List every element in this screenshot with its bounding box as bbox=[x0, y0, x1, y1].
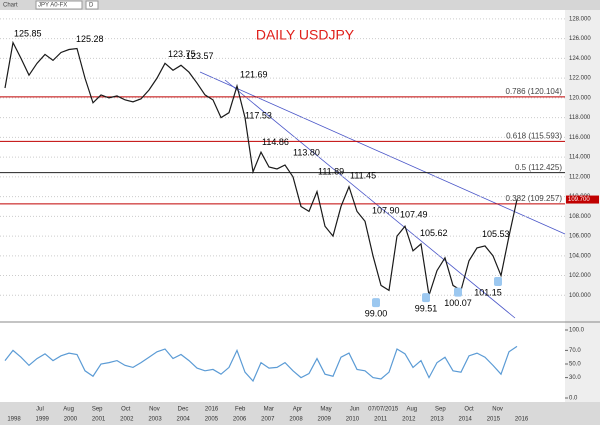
y-tick-label: 116.000 bbox=[569, 135, 591, 141]
symbol: JPY A0-FX bbox=[38, 3, 67, 9]
y-tick-label: 100.000 bbox=[569, 293, 591, 299]
trend-line bbox=[224, 79, 516, 319]
year-label: 2011 bbox=[374, 417, 388, 423]
year-label: 2013 bbox=[430, 417, 444, 423]
year-label: 2007 bbox=[261, 417, 275, 423]
low-marker bbox=[422, 293, 430, 303]
y-tick-label: 128.000 bbox=[569, 16, 591, 22]
year-label: 1999 bbox=[36, 417, 50, 423]
peak-label: 123.57 bbox=[186, 51, 214, 61]
toolbar bbox=[0, 0, 600, 10]
month-label: Aug bbox=[63, 407, 74, 413]
y-tick-label: 70.0 bbox=[569, 348, 581, 354]
month-label: Jun bbox=[350, 407, 360, 413]
symbol-field[interactable] bbox=[35, 0, 83, 10]
month-label: Sep bbox=[435, 407, 446, 413]
year-label: 2000 bbox=[64, 417, 78, 423]
time-axis bbox=[0, 402, 600, 425]
trough-label: 99.51 bbox=[415, 304, 438, 314]
y-tick-label: 30.0 bbox=[569, 375, 581, 381]
peak-label: 117.53 bbox=[245, 111, 272, 121]
year-label: 2010 bbox=[346, 417, 360, 423]
peak-label: 111.45 bbox=[350, 171, 376, 181]
month-label: Jul bbox=[36, 407, 44, 413]
month-label: Aug bbox=[406, 407, 417, 413]
peak-label: 125.28 bbox=[76, 34, 104, 44]
peak-label: 105.62 bbox=[420, 228, 448, 238]
trough-label: 100.07 bbox=[444, 298, 472, 308]
year-label: 2001 bbox=[92, 417, 106, 423]
month-label: May bbox=[320, 407, 331, 413]
fib-label: 0.5 (112.425) bbox=[515, 163, 562, 172]
year-label: 2008 bbox=[289, 417, 303, 423]
peak-label: 107.90 bbox=[372, 206, 400, 216]
month-label: Nov bbox=[149, 407, 160, 413]
y-tick-label: 112.000 bbox=[569, 174, 591, 180]
trough-label: 101.15 bbox=[474, 287, 502, 297]
y-tick-label: 100.0 bbox=[569, 328, 585, 334]
month-label: Apr bbox=[293, 407, 302, 413]
year-label: 2012 bbox=[402, 417, 416, 423]
window-label: Chart bbox=[3, 3, 18, 9]
month-label: Oct bbox=[121, 407, 131, 413]
trend-line bbox=[199, 71, 566, 235]
year-label: 2003 bbox=[148, 417, 162, 423]
y-tick-label: 50.0 bbox=[569, 362, 581, 368]
fib-label: 0.618 (115.593) bbox=[506, 131, 562, 140]
year-label: 2005 bbox=[205, 417, 219, 423]
period: D bbox=[89, 3, 94, 9]
month-label: Dec bbox=[178, 407, 189, 413]
low-marker bbox=[372, 298, 380, 308]
y-tick-label: 114.000 bbox=[569, 155, 591, 161]
peak-label: 113.80 bbox=[293, 147, 320, 157]
peak-label: 121.69 bbox=[240, 70, 268, 80]
y-tick-label: 0.0 bbox=[569, 396, 578, 402]
peak-label: 111.89 bbox=[318, 166, 344, 176]
year-label: 1998 bbox=[7, 417, 21, 423]
low-marker bbox=[454, 287, 462, 297]
last-price-box bbox=[566, 195, 599, 204]
year-label: 2015 bbox=[487, 417, 501, 423]
month-label: 2016 bbox=[205, 407, 219, 413]
trough-label: 99.00 bbox=[365, 309, 388, 319]
price-line bbox=[4, 345, 518, 383]
peak-label: 123.75 bbox=[168, 49, 196, 59]
fib-label: 0.382 (109.257) bbox=[506, 194, 563, 203]
month-label: Oct bbox=[464, 407, 474, 413]
year-label: 2009 bbox=[318, 417, 332, 423]
month-label: Nov bbox=[492, 407, 503, 413]
y-tick-label: 118.000 bbox=[569, 115, 591, 121]
month-label: Mar bbox=[264, 407, 274, 413]
period-field[interactable] bbox=[85, 0, 99, 10]
month-label: 07/07/2015 bbox=[368, 407, 399, 413]
y-tick-label: 126.000 bbox=[569, 36, 591, 42]
y-tick-label: 120.000 bbox=[569, 95, 591, 101]
y-tick-label: 102.000 bbox=[569, 273, 591, 279]
y-tick-label: 124.000 bbox=[569, 56, 591, 62]
y-tick-label: 108.000 bbox=[569, 214, 591, 220]
month-label: Feb bbox=[235, 407, 246, 413]
fib-label: 0.786 (120.104) bbox=[506, 87, 563, 96]
peak-label: 125.85 bbox=[14, 29, 42, 39]
chart-title: DAILY USDJPY bbox=[256, 27, 355, 43]
y-tick-label: 106.000 bbox=[569, 234, 591, 240]
year-label: 2016 bbox=[515, 417, 529, 423]
year-label: 2004 bbox=[177, 417, 191, 423]
peak-label: 114.86 bbox=[262, 137, 289, 147]
y-tick-label: 122.000 bbox=[569, 76, 591, 82]
year-label: 2002 bbox=[120, 417, 134, 423]
peak-label: 107.49 bbox=[400, 210, 428, 220]
price-line bbox=[4, 40, 518, 296]
month-label: Sep bbox=[92, 407, 103, 413]
peak-label: 105.53 bbox=[482, 229, 510, 239]
year-label: 2006 bbox=[233, 417, 247, 423]
low-marker bbox=[494, 276, 502, 286]
last-price: 109.700 bbox=[568, 197, 590, 203]
year-label: 2014 bbox=[459, 417, 473, 423]
price-axis bbox=[565, 10, 600, 402]
y-tick-label: 104.000 bbox=[569, 253, 591, 259]
